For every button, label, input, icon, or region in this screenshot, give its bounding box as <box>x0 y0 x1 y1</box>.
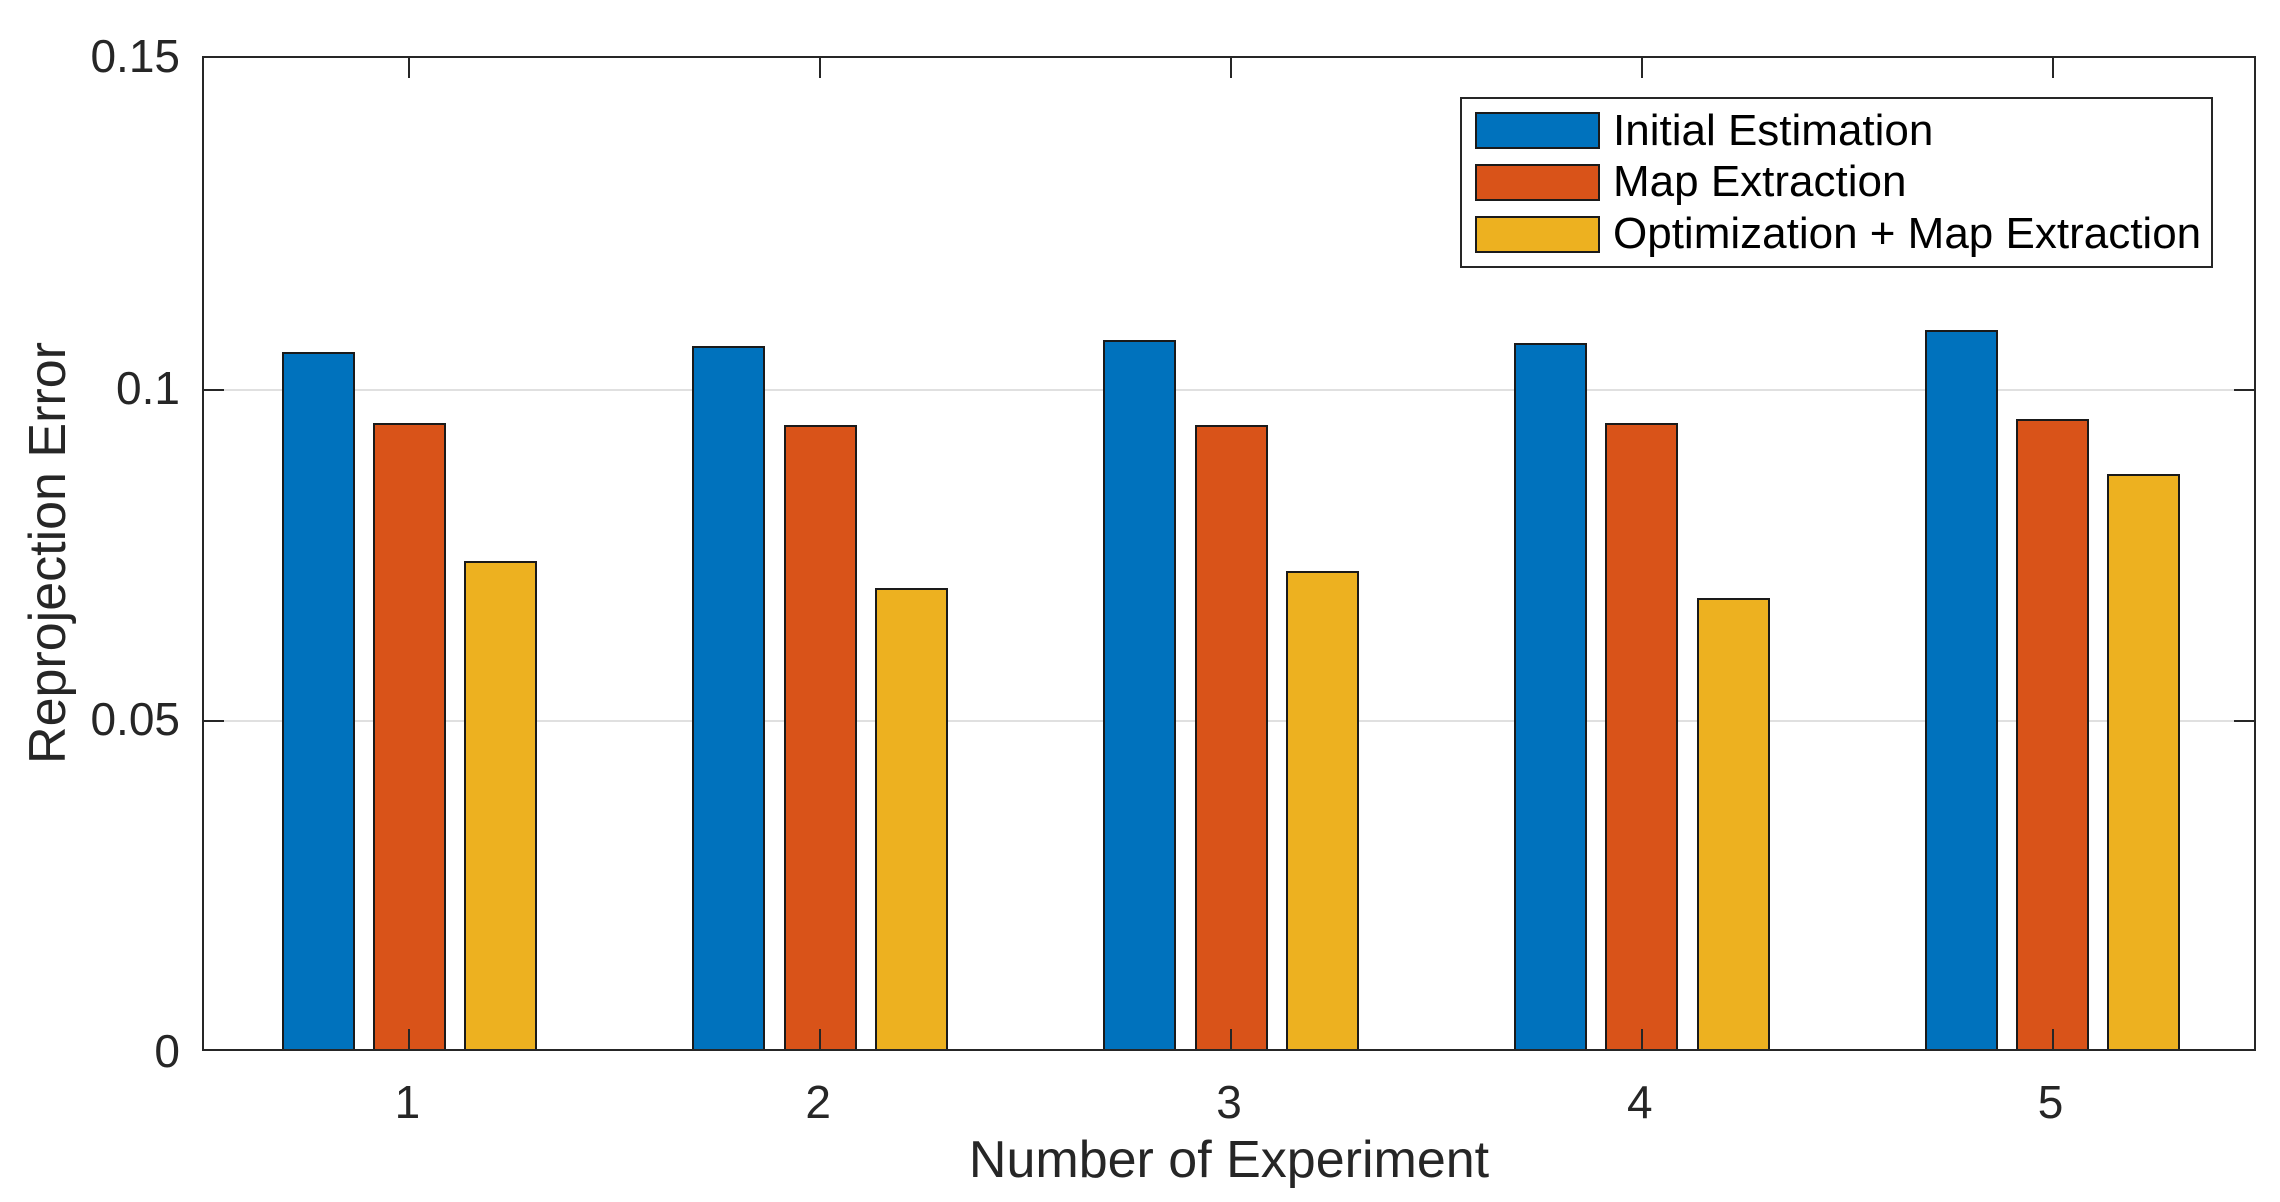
legend-item: Map Extraction <box>1475 160 2211 204</box>
y-tick-left <box>204 388 224 391</box>
legend-item: Initial Estimation <box>1475 105 2211 155</box>
x-axis-label: Number of Experiment <box>968 1131 1490 1189</box>
x-tick-label: 2 <box>805 1076 831 1128</box>
x-tick-top <box>1230 58 1232 78</box>
x-tick-label: 5 <box>2037 1076 2064 1128</box>
bar-series3-exp1 <box>464 561 538 1049</box>
x-tick-label: 4 <box>1627 1076 1653 1128</box>
x-tick-bottom <box>408 1029 411 1049</box>
y-tick-label: 0.1 <box>116 361 180 414</box>
bar-series1-exp5 <box>1924 329 1998 1049</box>
legend-swatch-icon <box>1475 215 1600 253</box>
bar-series3-exp4 <box>1696 597 1770 1049</box>
x-tick-bottom <box>2051 1029 2054 1049</box>
bar-series2-exp5 <box>2016 418 2090 1049</box>
y-tick-label: 0 <box>154 1025 180 1077</box>
bar-series2-exp1 <box>372 423 446 1049</box>
bar-series2-exp4 <box>1605 422 1679 1049</box>
legend-label: Optimization + Map Extraction <box>1613 209 2202 259</box>
x-tick-label: 1 <box>394 1076 421 1128</box>
x-tick-bottom <box>1640 1029 1643 1049</box>
bar-series1-exp2 <box>692 345 766 1049</box>
x-tick-bottom <box>1230 1029 1232 1049</box>
x-tick-top <box>819 58 822 78</box>
bar-series1-exp4 <box>1514 342 1587 1049</box>
y-tick-right <box>2234 388 2254 391</box>
y-gridline <box>204 388 2254 391</box>
bar-series3-exp3 <box>1285 570 1359 1049</box>
y-tick-label: 0.15 <box>90 30 180 82</box>
x-tick-top <box>2051 58 2054 78</box>
legend-swatch-icon <box>1475 112 1600 150</box>
legend: Initial Estimation Map Extraction Optimiza… <box>1460 97 2213 268</box>
legend-label: Initial Estimation <box>1613 105 1934 155</box>
bar-series1-exp1 <box>281 351 355 1049</box>
bar-series3-exp2 <box>874 587 948 1049</box>
bar-series3-exp5 <box>2107 473 2181 1049</box>
x-tick-bottom <box>819 1029 822 1049</box>
legend-label: Map Extraction <box>1613 157 1907 207</box>
legend-swatch-icon <box>1475 163 1600 201</box>
x-tick-top <box>408 58 411 78</box>
bar-series1-exp3 <box>1103 339 1177 1049</box>
y-tick-label: 0.05 <box>90 693 180 746</box>
bar-series2-exp3 <box>1194 424 1268 1049</box>
x-tick-top <box>1640 58 1643 78</box>
y-tick-left <box>204 720 224 723</box>
bar-series2-exp2 <box>783 424 857 1049</box>
legend-item: Optimization + Map Extraction <box>1475 212 2211 256</box>
x-tick-label: 3 <box>1216 1076 1242 1128</box>
y-tick-right <box>2234 720 2254 723</box>
